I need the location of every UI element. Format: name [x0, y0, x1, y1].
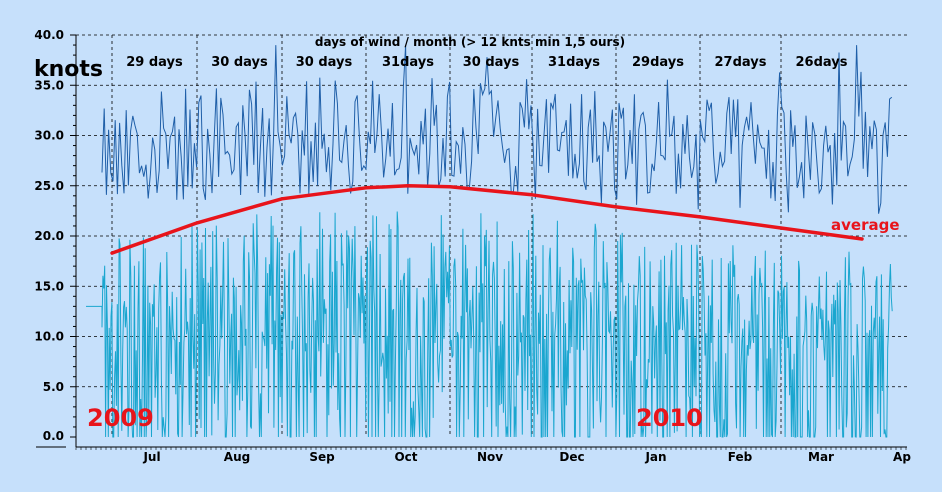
year-label-2010: 2010	[636, 404, 703, 432]
x-tick-label: Ap	[893, 450, 911, 464]
x-tick-label: Nov	[477, 450, 503, 464]
x-tick-label: Jan	[644, 450, 666, 464]
x-tick-label: Dec	[559, 450, 584, 464]
wind-trace	[86, 211, 893, 438]
gust-speed-series	[101, 45, 893, 214]
month-days-label: 30 days	[463, 55, 520, 70]
y-axis-label: knots	[34, 57, 103, 82]
x-tick-label: Oct	[394, 450, 417, 464]
y-tick-label: 0.0	[43, 429, 64, 443]
y-tick-label: 35.0	[34, 78, 64, 92]
average-line	[110, 184, 864, 255]
month-days-label: 29 days	[126, 55, 183, 70]
month-days-label: 27days	[715, 55, 767, 70]
average-curve	[110, 184, 864, 255]
y-tick-label: 40.0	[34, 28, 64, 42]
month-days-label: 31days	[548, 55, 600, 70]
average-label: average	[831, 216, 900, 234]
y-tick-label: 20.0	[34, 229, 64, 243]
x-tick-label: Feb	[728, 450, 753, 464]
chart-title: days of wind / month (> 12 knts min 1,5 …	[315, 35, 625, 49]
month-days-label: 26days	[796, 55, 848, 70]
wind-speed-series	[86, 211, 893, 438]
x-tick-label: Mar	[808, 450, 834, 464]
month-days-label: 30 days	[211, 55, 268, 70]
year-label-2009: 2009	[87, 404, 154, 432]
y-tick-label: 10.0	[34, 330, 64, 344]
y-tick-label: 25.0	[34, 179, 64, 193]
y-tick-label: 15.0	[34, 279, 64, 293]
gust-trace	[101, 45, 893, 214]
chart-labels: days of wind / month (> 12 knts min 1,5 …	[34, 35, 900, 432]
axes: 0.0 5.0 10.0 15.0 20.0 25.0 30.0 35.0 40.0 Jul Aug…	[34, 28, 911, 464]
y-tick-label: 5.0	[43, 380, 64, 394]
x-tick-label: Aug	[224, 450, 250, 464]
y-tick-label: 30.0	[34, 129, 64, 143]
x-tick-label: Sep	[309, 450, 335, 464]
month-days-label: 29days	[632, 55, 684, 70]
x-tick-label: Jul	[142, 450, 160, 464]
month-days-label: 31days	[382, 55, 434, 70]
month-days-label: 30 days	[296, 55, 353, 70]
